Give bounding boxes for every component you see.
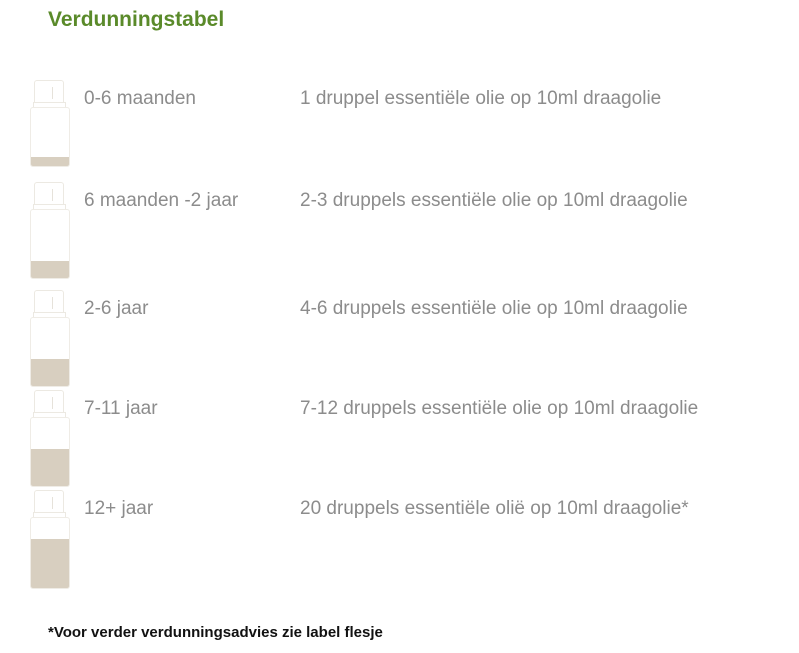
age-label: 7-11 jaar (84, 398, 158, 419)
bottle-fill (31, 539, 69, 588)
dose-label: 1 druppel essentiële olie op 10ml draago… (300, 88, 662, 109)
dose-label: 2-3 druppels essentiële olie op 10ml dra… (300, 190, 688, 211)
bottle-fill (31, 358, 69, 386)
table-row: 7-11 jaar 7-12 druppels essentiële olie … (0, 390, 799, 490)
dose-label: 4-6 druppels essentiële olie op 10ml dra… (300, 298, 688, 319)
dose-label: 7-12 druppels essentiële olie op 10ml dr… (300, 398, 699, 419)
age-label: 6 maanden -2 jaar (84, 190, 239, 211)
age-label: 0-6 maanden (84, 88, 196, 109)
bottle-fill (31, 448, 69, 486)
bottle-fill (31, 261, 69, 278)
page-title: Verdunningstabel (48, 8, 225, 31)
table-row: 2-6 jaar 4-6 druppels essentiële olie op… (0, 290, 799, 390)
table-row: 6 maanden -2 jaar 2-3 druppels essentiël… (0, 182, 799, 282)
footnote: *Voor verder verdunningsadvies zie label… (48, 624, 383, 641)
age-label: 2-6 jaar (84, 298, 149, 319)
bottle-fill (31, 157, 69, 166)
dose-label: 20 druppels essentiële olië op 10ml draa… (300, 498, 689, 519)
age-label: 12+ jaar (84, 498, 154, 519)
table-row: 0-6 maanden 1 druppel essentiële olie op… (0, 80, 799, 180)
table-row: 12+ jaar 20 druppels essentiële olië op … (0, 490, 799, 590)
